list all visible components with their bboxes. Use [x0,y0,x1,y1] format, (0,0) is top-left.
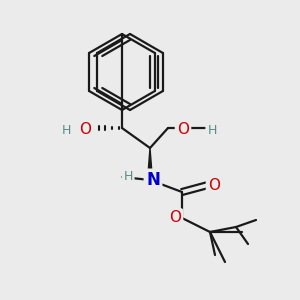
Polygon shape [148,148,152,180]
Text: O: O [177,122,189,137]
Text: H: H [123,170,133,184]
Text: H: H [61,124,71,136]
Text: O: O [169,211,181,226]
Text: N: N [146,171,160,189]
Text: H: H [207,124,217,136]
Text: O: O [79,122,91,137]
Text: O: O [208,178,220,193]
